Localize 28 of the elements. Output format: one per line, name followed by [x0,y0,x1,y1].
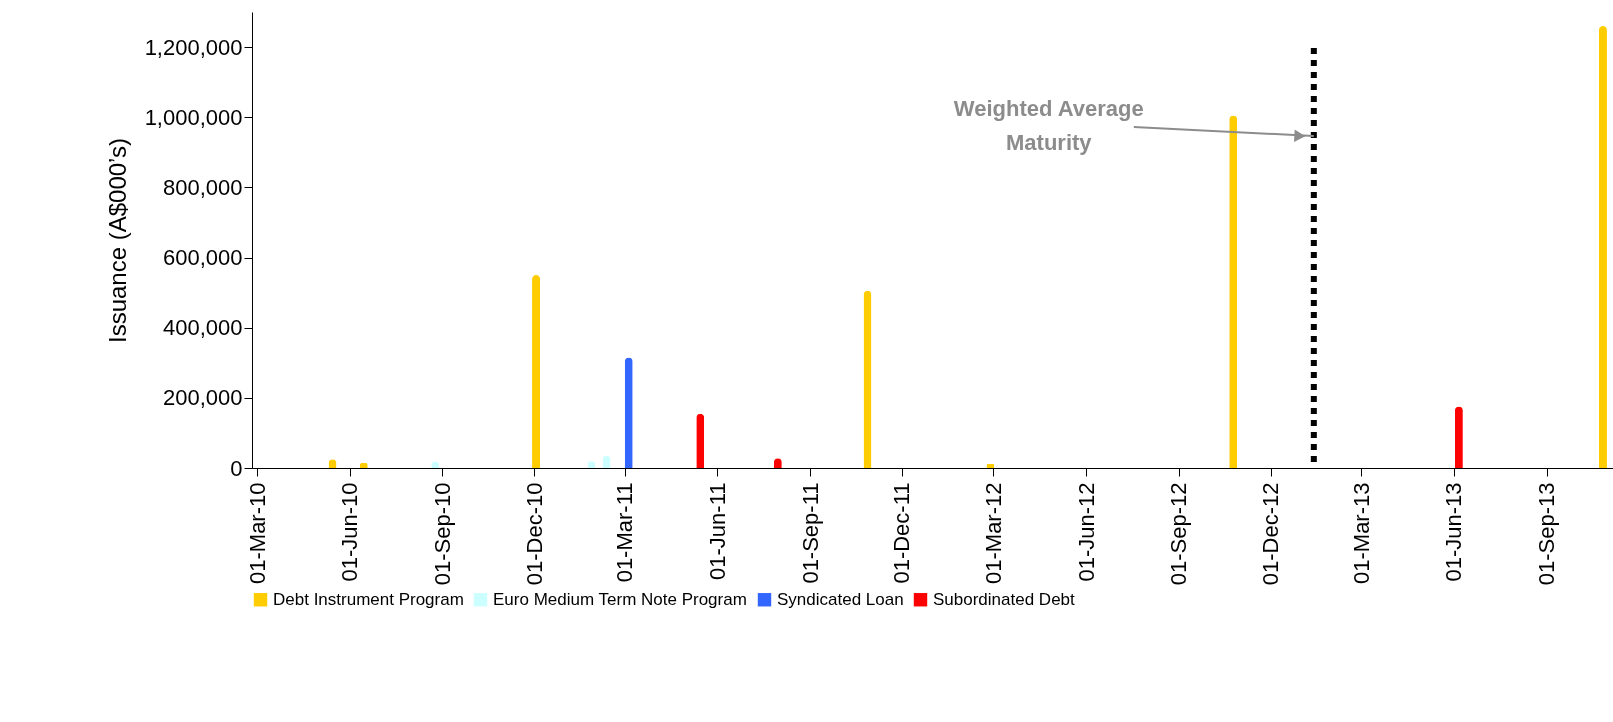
x-tick-label: 01-Mar-10 [244,482,270,584]
legend-label: Syndicated Loan [777,589,904,609]
x-tick-label: 01-Dec-11 [889,482,915,584]
legend-label: Debt Instrument Program [273,589,464,609]
ref-line-label: Weighted Average Maturity [953,96,1144,155]
y-tick-label: 1,200,000 [144,34,243,60]
y-tick-label: 400,000 [162,315,243,341]
x-tick-label: 01-Jun-10 [337,482,363,582]
y-tick-label: 0 [230,455,243,481]
legend-label: Euro Medium Term Note Program [493,589,747,609]
x-tick-label: 01-Jun-11 [704,482,730,580]
y-tick-label: 800,000 [162,174,243,200]
x-tick-label: 01-Dec-12 [1258,482,1283,586]
y-tick-label: 600,000 [162,245,243,271]
x-tick-label: 01-Sep-13 [1534,482,1560,586]
x-tick-label: 01-Mar-12 [980,482,1006,584]
x-tick-label: 01-Mar-13 [1348,482,1374,584]
x-tick-label: 01-Sep-12 [1166,482,1192,586]
x-tick-label: 01-Dec-10 [521,482,547,586]
legend-label: Subordinated Debt [933,589,1076,609]
x-tick-label: 01-Jun-13 [1441,482,1467,582]
y-tick-label: 200,000 [162,385,243,411]
y-tick-label: 1,000,000 [144,104,243,130]
x-tick-label: 01-Jun-12 [1073,482,1099,582]
y-axis-title: Issuance (A$000’s) [103,137,131,344]
x-tick-label: 01-Sep-10 [429,482,455,586]
x-tick-label: 01-Mar-11 [612,482,638,583]
x-tick-label: 01-Sep-11 [797,482,823,584]
